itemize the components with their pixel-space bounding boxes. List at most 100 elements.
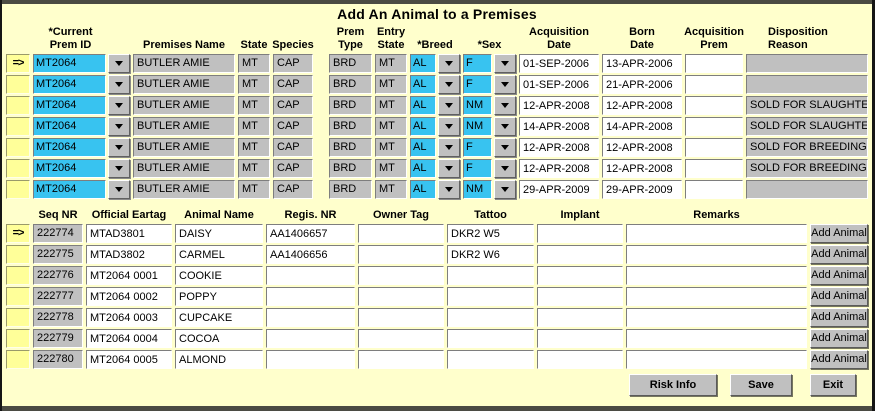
tattoo-input[interactable] [447, 266, 534, 285]
owner-tag-input[interactable] [358, 350, 444, 369]
breed-value[interactable]: AL [410, 180, 436, 199]
owner-tag-input[interactable] [358, 266, 444, 285]
implant-input[interactable] [537, 350, 623, 369]
born-date-input[interactable] [602, 96, 682, 115]
prem-id-dropdown[interactable]: MT2064 [33, 54, 130, 73]
official-eartag-input[interactable] [86, 329, 172, 348]
tattoo-input[interactable] [447, 224, 534, 243]
regis-nr-input[interactable] [266, 224, 355, 243]
sex-value[interactable]: NM [463, 96, 492, 115]
official-eartag-input[interactable] [86, 287, 172, 306]
regis-nr-input[interactable] [266, 287, 355, 306]
acquisition-date-input[interactable] [519, 96, 599, 115]
row-selector[interactable]: => [6, 54, 30, 73]
animal-name-input[interactable] [175, 329, 263, 348]
sex-dropdown-button[interactable] [494, 96, 516, 115]
acquisition-date-input[interactable] [519, 138, 599, 157]
prem-id-dropdown[interactable]: MT2064 [33, 96, 130, 115]
row-selector[interactable] [6, 329, 30, 348]
prem-id-dropdown-button[interactable] [108, 138, 130, 157]
remarks-input[interactable] [626, 329, 807, 348]
breed-dropdown[interactable]: AL [410, 159, 460, 178]
breed-dropdown-button[interactable] [438, 54, 460, 73]
breed-value[interactable]: AL [410, 54, 436, 73]
breed-dropdown[interactable]: AL [410, 138, 460, 157]
add-animal-button[interactable]: Add Animal [810, 308, 868, 327]
acquisition-prem-input[interactable] [685, 138, 743, 157]
tattoo-input[interactable] [447, 329, 534, 348]
remarks-input[interactable] [626, 245, 807, 264]
breed-dropdown[interactable]: AL [410, 75, 460, 94]
prem-id-dropdown-button[interactable] [108, 54, 130, 73]
sex-value[interactable]: F [463, 54, 492, 73]
implant-input[interactable] [537, 308, 623, 327]
add-animal-button[interactable]: Add Animal [810, 350, 868, 369]
prem-id-dropdown-button[interactable] [108, 180, 130, 199]
born-date-input[interactable] [602, 138, 682, 157]
add-animal-button[interactable]: Add Animal [810, 287, 868, 306]
implant-input[interactable] [537, 224, 623, 243]
sex-dropdown-button[interactable] [494, 75, 516, 94]
official-eartag-input[interactable] [86, 224, 172, 243]
owner-tag-input[interactable] [358, 287, 444, 306]
prem-id-dropdown[interactable]: MT2064 [33, 117, 130, 136]
implant-input[interactable] [537, 287, 623, 306]
acquisition-prem-input[interactable] [685, 54, 743, 73]
row-selector[interactable] [6, 308, 30, 327]
breed-dropdown-button[interactable] [438, 117, 460, 136]
acquisition-prem-input[interactable] [685, 180, 743, 199]
prem-id-dropdown-button[interactable] [108, 96, 130, 115]
owner-tag-input[interactable] [358, 329, 444, 348]
born-date-input[interactable] [602, 117, 682, 136]
animal-name-input[interactable] [175, 245, 263, 264]
animal-name-input[interactable] [175, 308, 263, 327]
breed-dropdown[interactable]: AL [410, 180, 460, 199]
row-selector[interactable] [6, 245, 30, 264]
breed-value[interactable]: AL [410, 138, 436, 157]
breed-value[interactable]: AL [410, 75, 436, 94]
remarks-input[interactable] [626, 224, 807, 243]
remarks-input[interactable] [626, 266, 807, 285]
acquisition-date-input[interactable] [519, 159, 599, 178]
tattoo-input[interactable] [447, 308, 534, 327]
add-animal-button[interactable]: Add Animal [810, 329, 868, 348]
animal-name-input[interactable] [175, 224, 263, 243]
row-selector[interactable] [6, 117, 30, 136]
sex-dropdown-button[interactable] [494, 117, 516, 136]
acquisition-date-input[interactable] [519, 54, 599, 73]
add-animal-button[interactable]: Add Animal [810, 245, 868, 264]
implant-input[interactable] [537, 245, 623, 264]
sex-dropdown[interactable]: NM [463, 180, 516, 199]
sex-dropdown[interactable]: NM [463, 96, 516, 115]
official-eartag-input[interactable] [86, 350, 172, 369]
official-eartag-input[interactable] [86, 308, 172, 327]
prem-id-dropdown-button[interactable] [108, 117, 130, 136]
breed-dropdown-button[interactable] [438, 138, 460, 157]
born-date-input[interactable] [602, 180, 682, 199]
prem-id-value[interactable]: MT2064 [33, 159, 106, 178]
owner-tag-input[interactable] [358, 224, 444, 243]
sex-dropdown[interactable]: F [463, 75, 516, 94]
acquisition-prem-input[interactable] [685, 75, 743, 94]
born-date-input[interactable] [602, 75, 682, 94]
prem-id-dropdown-button[interactable] [108, 75, 130, 94]
regis-nr-input[interactable] [266, 329, 355, 348]
acquisition-date-input[interactable] [519, 75, 599, 94]
regis-nr-input[interactable] [266, 350, 355, 369]
breed-value[interactable]: AL [410, 96, 436, 115]
sex-dropdown[interactable]: NM [463, 117, 516, 136]
breed-dropdown[interactable]: AL [410, 96, 460, 115]
sex-dropdown[interactable]: F [463, 159, 516, 178]
sex-value[interactable]: F [463, 75, 492, 94]
sex-dropdown-button[interactable] [494, 138, 516, 157]
row-selector[interactable] [6, 180, 30, 199]
official-eartag-input[interactable] [86, 266, 172, 285]
prem-id-value[interactable]: MT2064 [33, 138, 106, 157]
born-date-input[interactable] [602, 54, 682, 73]
prem-id-value[interactable]: MT2064 [33, 96, 106, 115]
sex-value[interactable]: NM [463, 180, 492, 199]
breed-dropdown-button[interactable] [438, 96, 460, 115]
prem-id-dropdown[interactable]: MT2064 [33, 180, 130, 199]
breed-value[interactable]: AL [410, 117, 436, 136]
row-selector[interactable] [6, 138, 30, 157]
